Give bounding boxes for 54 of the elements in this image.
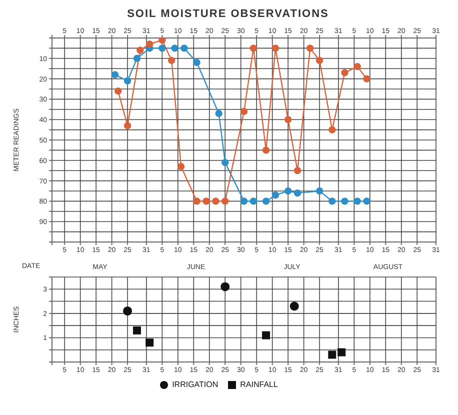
point — [284, 116, 292, 124]
point — [123, 306, 132, 316]
legend-label: IRRIGATION — [172, 380, 218, 389]
point — [363, 75, 370, 82]
point — [111, 71, 119, 78]
point — [284, 187, 292, 195]
point — [240, 108, 248, 116]
point — [354, 198, 361, 205]
point — [354, 62, 361, 70]
point — [294, 167, 302, 174]
point — [132, 326, 141, 334]
point — [341, 198, 348, 205]
point — [316, 187, 324, 195]
point — [215, 110, 222, 118]
point — [220, 282, 230, 292]
point — [124, 122, 132, 130]
point — [262, 198, 270, 205]
point — [363, 198, 370, 205]
point — [272, 44, 280, 52]
point — [158, 44, 166, 52]
point — [212, 198, 220, 205]
point — [177, 162, 185, 170]
point — [193, 198, 200, 205]
point — [250, 198, 258, 205]
point — [222, 198, 229, 205]
point — [202, 198, 210, 205]
point — [306, 44, 314, 52]
point — [171, 44, 178, 52]
chart-title: SOIL MOISTURE OBSERVATIONS — [126, 8, 330, 20]
point — [294, 189, 302, 197]
point — [262, 331, 270, 340]
point — [250, 44, 258, 52]
point — [316, 56, 324, 64]
point — [240, 198, 248, 205]
point — [146, 40, 154, 48]
point — [341, 69, 348, 76]
point — [133, 54, 141, 62]
point — [222, 158, 229, 166]
point — [124, 77, 132, 84]
point — [146, 338, 154, 347]
point — [193, 58, 200, 66]
point — [262, 146, 270, 154]
point — [328, 198, 336, 205]
point — [290, 302, 299, 311]
legend-label: RAINFALL — [240, 380, 278, 389]
point — [338, 348, 346, 356]
point — [168, 56, 176, 64]
point — [158, 38, 166, 44]
point — [272, 191, 280, 199]
point — [328, 126, 336, 134]
point — [328, 350, 336, 359]
point — [180, 44, 188, 52]
point — [136, 46, 144, 54]
point — [114, 87, 122, 95]
